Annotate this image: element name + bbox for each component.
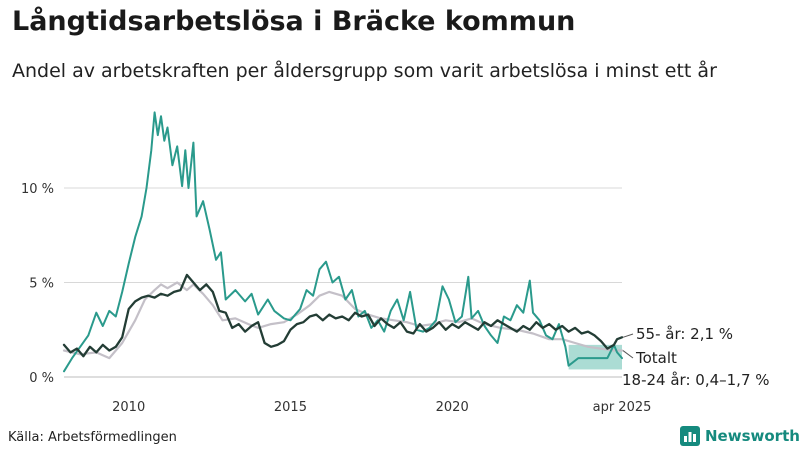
x-tick-label: 2015 [274,400,307,415]
leader-line [622,350,634,359]
x-tick-label: 2010 [112,400,145,415]
series-end-label: 55- år: 2,1 % [636,325,733,343]
newsworthy-logo-icon [680,426,700,446]
grid-lines [64,187,622,378]
series-end-label: Totalt [635,349,677,367]
series-line-2 [62,273,624,358]
page-subtitle: Andel av arbetskraften per åldersgrupp s… [12,60,717,82]
x-tick-label: 2020 [436,400,469,415]
y-tick-label: 5 % [29,277,54,292]
page-title: Långtidsarbetslösa i Bräcke kommun [12,6,576,37]
source-note: Källa: Arbetsförmedlingen [8,430,177,445]
series-line-0 [63,111,623,373]
series-end-label: 18-24 år: 0,4–1,7 % [622,371,770,389]
brand-name: Newsworthy [705,427,800,445]
series-line-1 [62,281,624,360]
y-tick-label: 0 % [29,371,54,386]
x-tick-label: apr 2025 [593,400,652,415]
brand-logo[interactable]: Newsworthy [680,426,800,446]
leader-line [622,333,634,338]
axis-ticks: 0 % 5 % 10 % 2010 2015 2020 apr 2025 [21,182,651,415]
series-labels: 55- år: 2,1 % Totalt 18-24 år: 0,4–1,7 % [622,325,770,389]
y-tick-label: 10 % [21,182,54,197]
series-lines [62,111,624,373]
